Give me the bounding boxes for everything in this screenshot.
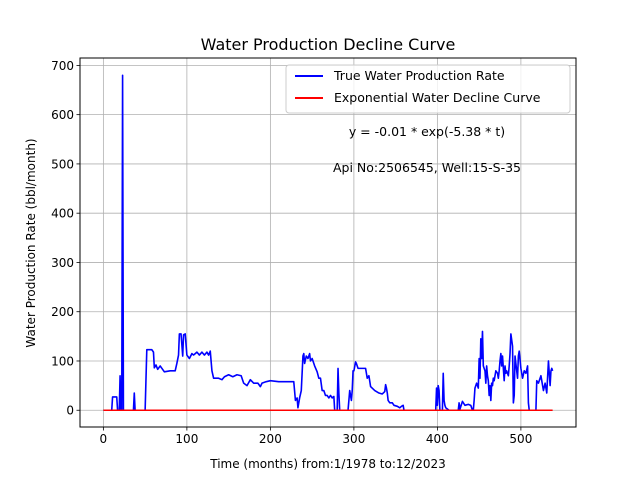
x-tick-label: 0 — [100, 432, 108, 446]
legend-box — [285, 64, 571, 114]
y-tick-label: 400 — [51, 207, 74, 221]
x-axis-label: Time (months) from:1/1978 to:12/2023 — [209, 457, 446, 471]
y-tick-label: 600 — [51, 108, 74, 122]
x-tick-label: 400 — [426, 432, 449, 446]
y-tick-label: 700 — [51, 59, 74, 73]
y-tick-label: 100 — [51, 354, 74, 368]
chart-title: Water Production Decline Curve — [201, 35, 456, 54]
x-tick-label: 300 — [342, 432, 365, 446]
x-tick-label: 100 — [175, 432, 198, 446]
equation-annotation: y = -0.01 * exp(-5.38 * t) — [349, 124, 505, 139]
y-tick-label: 0 — [66, 404, 74, 418]
well-annotation: Api No:2506545, Well:15-S-35 — [333, 160, 521, 175]
ticks: 0 100 200 300 400 500 0 100 200 300 400 500 600 700 — [51, 59, 532, 446]
legend-label-true-rate: True Water Production Rate — [333, 68, 505, 83]
legend-label-decline-curve: Exponential Water Decline Curve — [334, 90, 541, 105]
y-axis-label: Water Production Rate (bbl/month) — [24, 138, 38, 347]
y-tick-label: 500 — [51, 157, 74, 171]
axes-frame — [79, 57, 577, 428]
x-tick-label: 200 — [259, 432, 282, 446]
x-tick-label: 500 — [509, 432, 532, 446]
legend: True Water Production Rate Exponential W… — [285, 64, 571, 114]
true-water-production-line — [103, 74, 554, 412]
y-tick-label: 300 — [51, 256, 74, 270]
y-tick-label: 200 — [51, 305, 74, 319]
series-layer — [103, 74, 554, 412]
